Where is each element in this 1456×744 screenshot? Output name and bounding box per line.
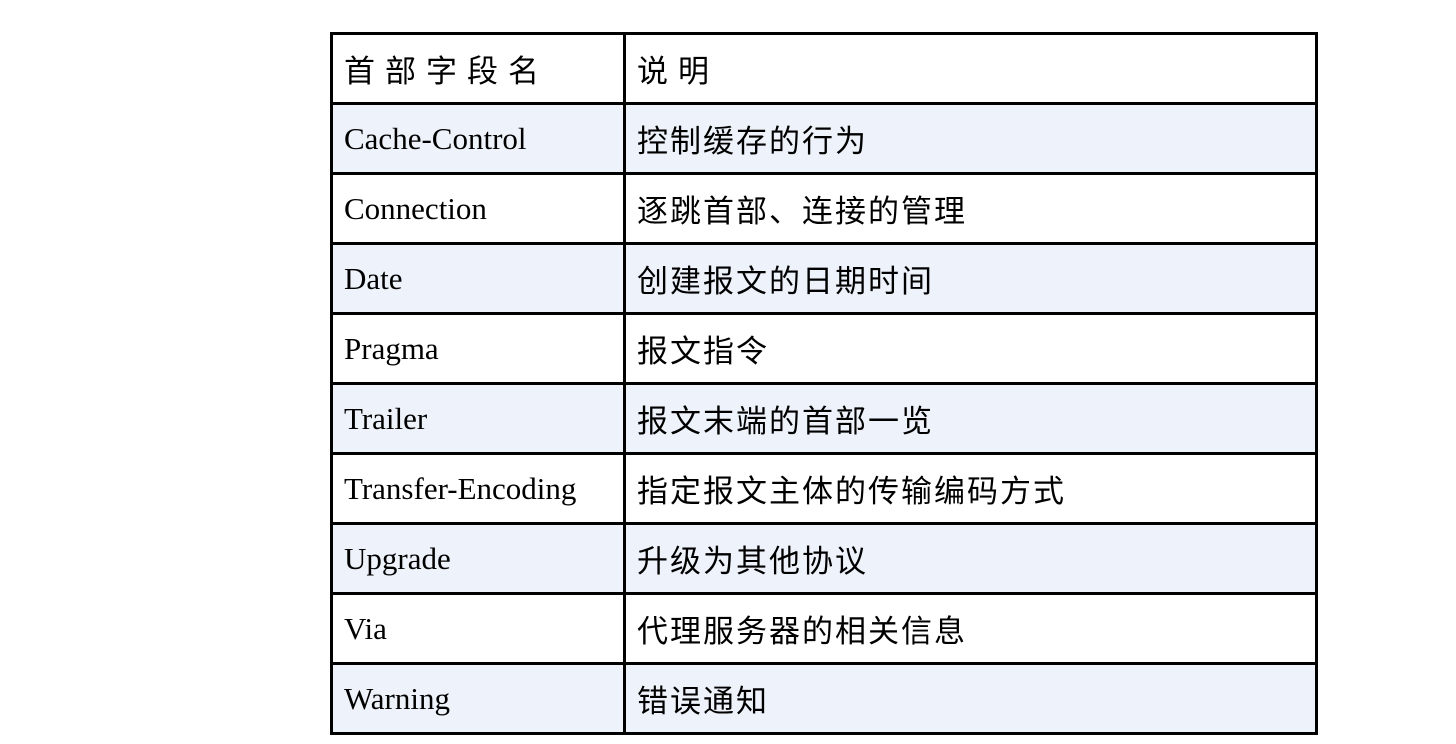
table-row: Pragma 报文指令 <box>330 312 1318 385</box>
table-cell-field: Cache-Control <box>330 102 626 175</box>
table-cell-description: 指定报文主体的传输编码方式 <box>623 452 1318 525</box>
table-row: Trailer 报文末端的首部一览 <box>330 382 1318 455</box>
table-row: Via 代理服务器的相关信息 <box>330 592 1318 665</box>
table-cell-description: 逐跳首部、连接的管理 <box>623 172 1318 245</box>
column-header-field: 首部字段名 <box>330 32 626 105</box>
table-cell-field: Upgrade <box>330 522 626 595</box>
table-cell-field: Warning <box>330 662 626 735</box>
header-fields-table: 首部字段名 说明 Cache-Control 控制缓存的行为 Connectio… <box>330 32 1318 735</box>
table-row: Connection 逐跳首部、连接的管理 <box>330 172 1318 245</box>
table-cell-description: 控制缓存的行为 <box>623 102 1318 175</box>
table-body: Cache-Control 控制缓存的行为 Connection 逐跳首部、连接… <box>330 102 1318 735</box>
table-cell-description: 代理服务器的相关信息 <box>623 592 1318 665</box>
table-cell-description: 错误通知 <box>623 662 1318 735</box>
table-cell-description: 创建报文的日期时间 <box>623 242 1318 315</box>
table-cell-field: Trailer <box>330 382 626 455</box>
table-row: Warning 错误通知 <box>330 662 1318 735</box>
table-cell-field: Pragma <box>330 312 626 385</box>
table-row: Date 创建报文的日期时间 <box>330 242 1318 315</box>
table-row: Transfer-Encoding 指定报文主体的传输编码方式 <box>330 452 1318 525</box>
table-cell-description: 报文指令 <box>623 312 1318 385</box>
table-cell-field: Via <box>330 592 626 665</box>
table-cell-field: Connection <box>330 172 626 245</box>
table-cell-field: Date <box>330 242 626 315</box>
table-cell-field: Transfer-Encoding <box>330 452 626 525</box>
table-row: Cache-Control 控制缓存的行为 <box>330 102 1318 175</box>
table-cell-description: 升级为其他协议 <box>623 522 1318 595</box>
table-header-row: 首部字段名 说明 <box>330 32 1318 105</box>
column-header-description: 说明 <box>623 32 1318 105</box>
table-cell-description: 报文末端的首部一览 <box>623 382 1318 455</box>
table-row: Upgrade 升级为其他协议 <box>330 522 1318 595</box>
